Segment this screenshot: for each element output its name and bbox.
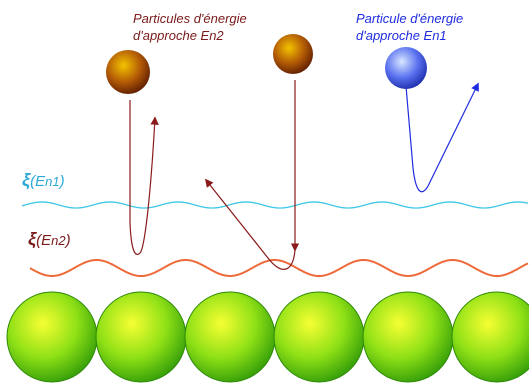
label-particles-en2-line1: Particules d'énergie: [133, 11, 247, 26]
particle-en2: [106, 50, 150, 94]
surface-atom: [451, 291, 529, 383]
surface-atom: [273, 291, 365, 383]
potential-curve-en1: [21, 201, 529, 209]
xi-en1-close: ): [59, 173, 65, 190]
label-particle-en1-line1: Particule d'énergie: [356, 11, 464, 26]
surface-atom: [362, 291, 454, 383]
xi-en1-open: (E: [30, 173, 46, 190]
particle-en1: [385, 47, 427, 89]
xi-en2-open: (E: [36, 232, 52, 249]
label-particles-en2: Particules d'énergie d'approche En2: [133, 10, 247, 44]
xi-symbol: ξ: [28, 229, 37, 249]
label-particles-en2-line2: d'approche En2: [133, 28, 224, 43]
label-xi-en1: ξ(En1): [22, 170, 65, 191]
surface-atom: [95, 291, 187, 383]
xi-en1-sub: n1: [45, 174, 60, 189]
label-particle-en1-line2: d'approche En1: [356, 28, 447, 43]
trajectory-en1: [405, 82, 479, 193]
xi-en2-close: ): [65, 232, 71, 249]
potential-curve-en2: [29, 258, 529, 278]
trajectory-en2-rebound: [204, 178, 296, 270]
label-xi-en2: ξ(En2): [28, 229, 71, 250]
xi-en2-sub: n2: [51, 233, 66, 248]
trajectory-en2-left: [129, 100, 159, 255]
surface-atom: [6, 291, 98, 383]
xi-symbol: ξ: [22, 170, 31, 190]
particle-en2: [273, 34, 313, 74]
surface-atom: [184, 291, 276, 383]
label-particle-en1: Particule d'énergie d'approche En1: [356, 10, 463, 44]
surface-atoms: [6, 291, 529, 383]
